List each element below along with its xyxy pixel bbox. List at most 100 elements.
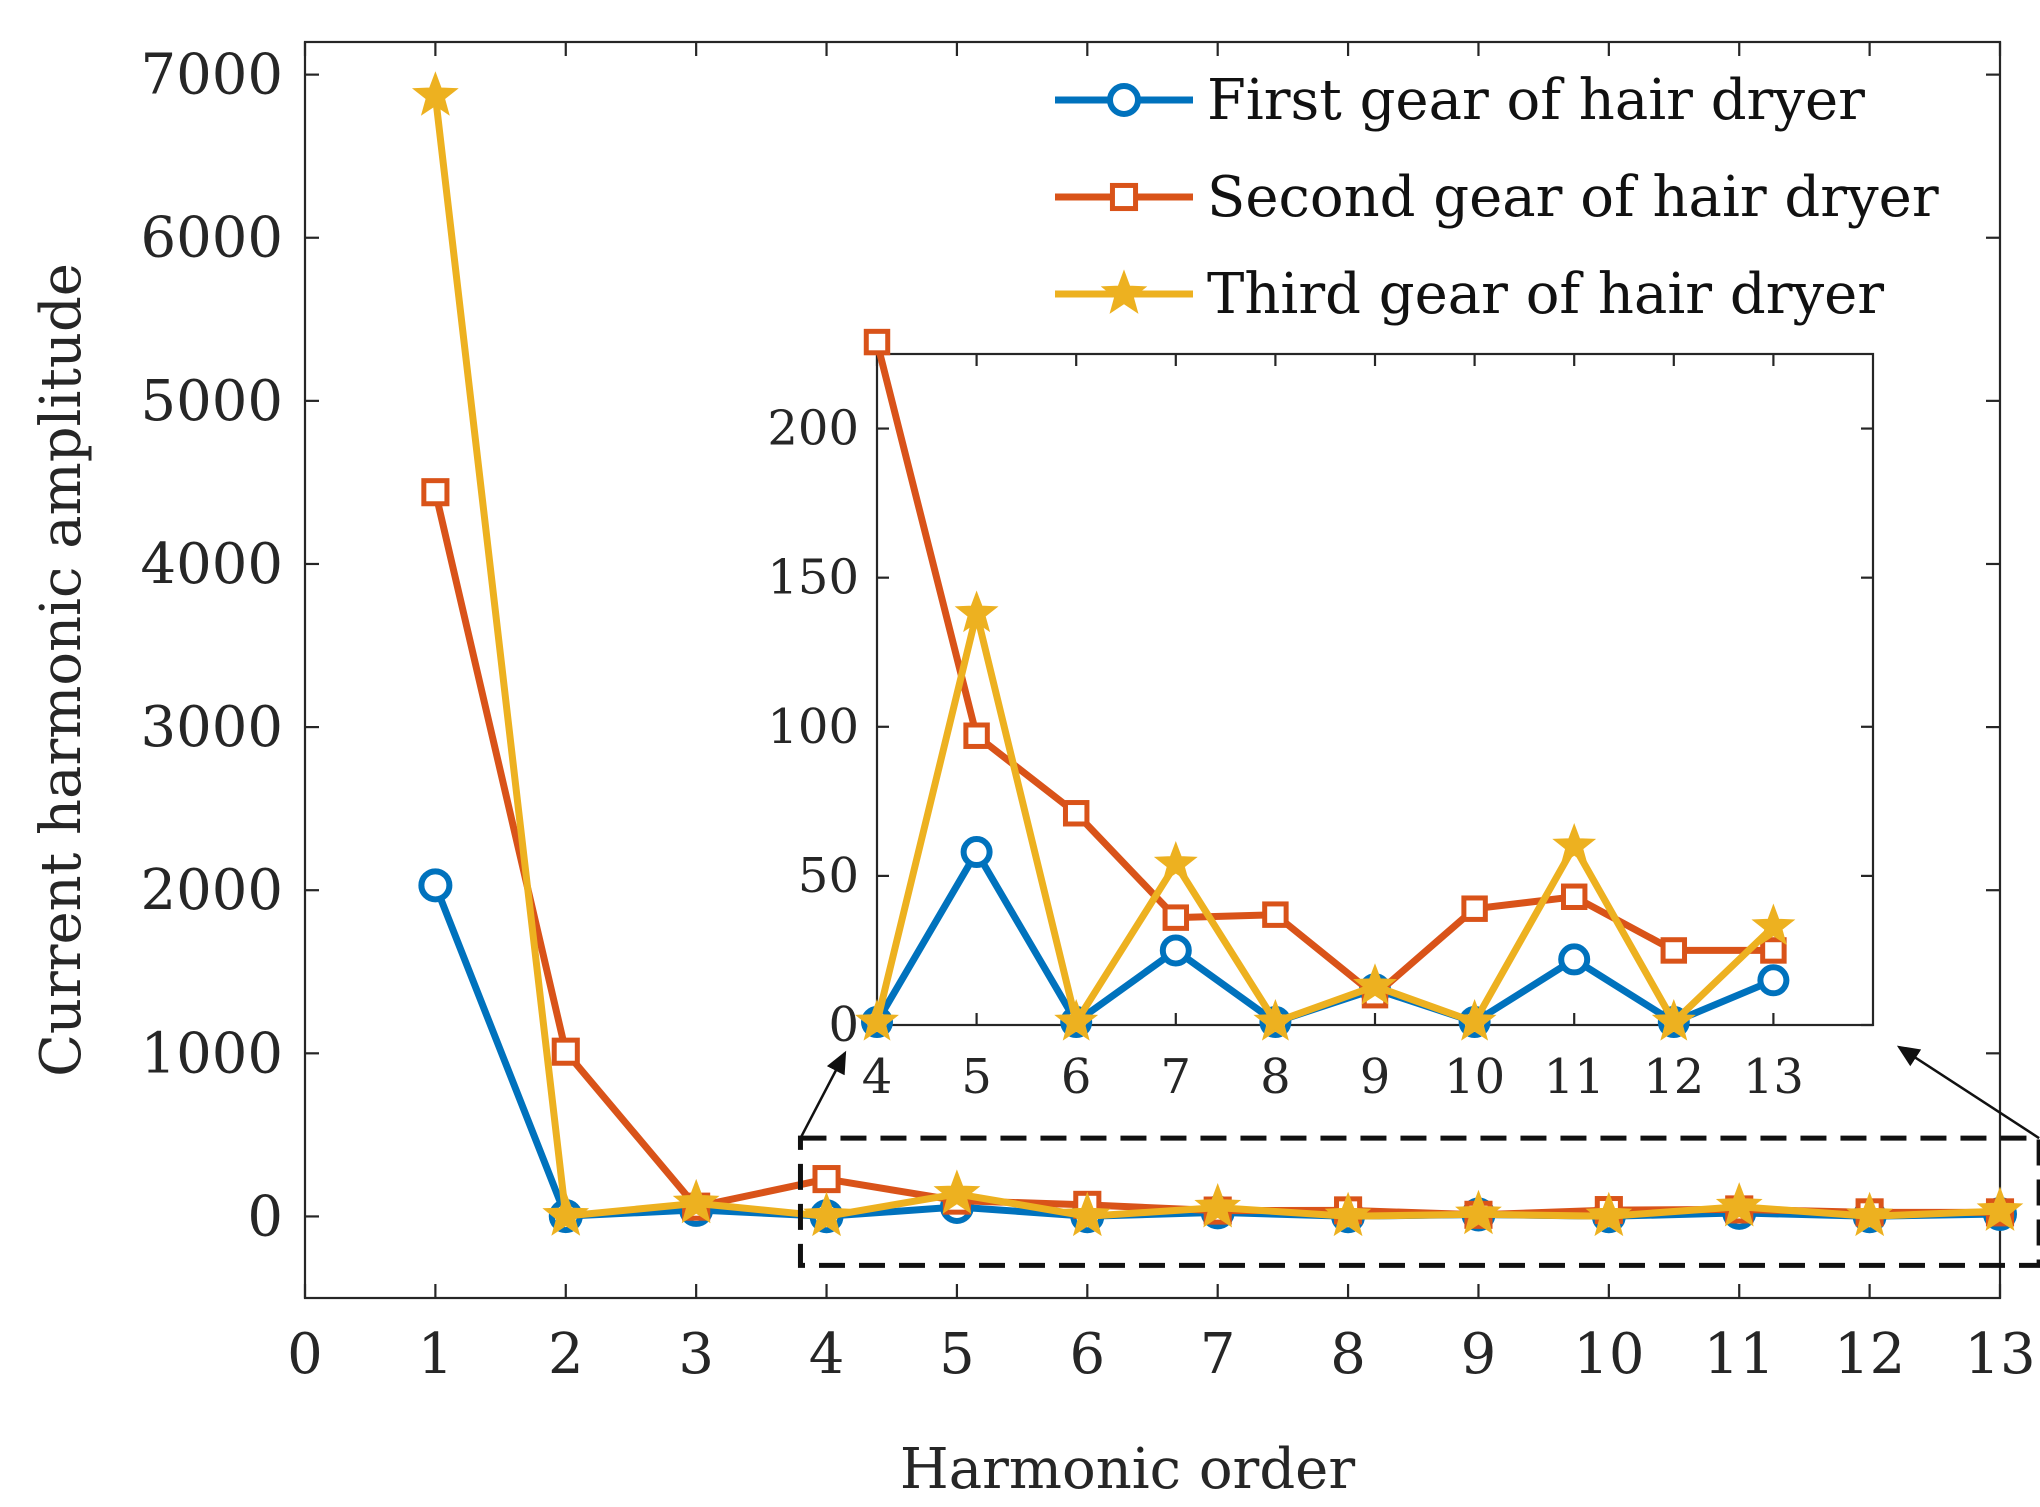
inset-data-point: [1153, 840, 1198, 883]
legend-marker: [1109, 182, 1139, 212]
inset-x-tick-label: 10: [1444, 1049, 1505, 1105]
data-point: [1976, 1186, 2024, 1231]
inset-data-point: [1751, 903, 1796, 946]
zoom-arrow-left: [799, 1050, 847, 1139]
x-tick-label: 0: [287, 1322, 323, 1387]
inset-data-point: [1560, 883, 1588, 910]
data-point: [812, 1165, 841, 1194]
inset-data-point: [1062, 800, 1090, 827]
data-point: [1846, 1191, 1894, 1237]
inset-data-point: [1353, 963, 1397, 1005]
inset-y-tick-label: 200: [767, 401, 859, 457]
inset-x-tick-label: 6: [1061, 1049, 1092, 1105]
inset-y-tick-label: 50: [798, 848, 859, 904]
inset-data-point: [1660, 937, 1688, 964]
inset-data-point: [1760, 937, 1787, 964]
data-point: [1715, 1182, 1763, 1227]
data-point: [1455, 1189, 1502, 1235]
inset-series-line: [873, 341, 1774, 999]
x-tick-label: 10: [1573, 1322, 1644, 1387]
inset-data-point: [1651, 999, 1696, 1041]
main-series-square: [421, 478, 2015, 1229]
legend-label: Third gear of hair dryer: [1207, 262, 1884, 327]
data-point: [672, 1178, 720, 1224]
inset-data-point: [963, 722, 990, 749]
x-tick-label: 12: [1834, 1322, 1905, 1387]
inset-series-line: [873, 848, 1775, 1026]
inset-data-point: [1162, 904, 1190, 931]
data-point: [542, 1191, 590, 1236]
data-point: [411, 71, 459, 116]
x-tick-label: 9: [1461, 1322, 1497, 1387]
inset-y-tick-label: 100: [767, 699, 859, 755]
inset-x-tick-label: 5: [961, 1049, 992, 1105]
legend-label: Second gear of hair dryer: [1207, 165, 1939, 230]
y-tick-label: 3000: [140, 695, 283, 760]
y-tick-label: 5000: [140, 369, 283, 434]
data-point: [418, 868, 453, 903]
inset-data-point: [960, 836, 993, 869]
legend: First gear of hair dryer Second gear of h…: [1055, 68, 1939, 327]
inset-data-point: [1159, 934, 1192, 967]
inset-x-tick-label: 7: [1161, 1049, 1192, 1105]
inset-x-tick-label: 9: [1360, 1049, 1391, 1105]
x-tick-label: 6: [1069, 1322, 1105, 1387]
x-tick-label: 5: [939, 1322, 975, 1387]
main-axes-box: [303, 40, 2002, 1300]
data-point: [551, 1037, 580, 1066]
inset-x-tick-label: 11: [1544, 1049, 1605, 1105]
legend-item-square: Second gear of hair dryer: [1055, 165, 1939, 230]
inset-data-point: [1757, 964, 1790, 997]
inset-data-point: [1461, 895, 1488, 922]
data-point: [1324, 1191, 1372, 1237]
x-tick-label: 4: [809, 1322, 845, 1387]
y-tick-label: 7000: [140, 43, 283, 108]
inset-data-point: [855, 999, 899, 1041]
zoom-arrow-right: [1896, 1045, 2040, 1140]
inset-series-star: [855, 590, 1796, 1041]
y-tick-label: 2000: [140, 858, 283, 923]
data-point: [1585, 1191, 1633, 1237]
series-line: [431, 491, 2000, 1219]
inset-plot: 4 5 6 7 8 9 10 11 12 13 0 50 100 150 200: [767, 328, 1875, 1105]
inset-x-tick-label: 4: [862, 1049, 893, 1105]
data-point: [1194, 1183, 1242, 1228]
inset-axes-box: [875, 352, 1875, 1027]
legend-item-circle: First gear of hair dryer: [1055, 68, 1865, 133]
inset-data-point: [1054, 999, 1099, 1041]
data-point: [933, 1169, 981, 1214]
x-tick-label: 8: [1330, 1322, 1366, 1387]
x-tick-label: 11: [1704, 1322, 1775, 1387]
y-tick-label: 0: [247, 1184, 283, 1249]
y-tick-label: 6000: [140, 206, 283, 271]
inset-y-tick-label: 0: [828, 997, 859, 1053]
inset-data-point: [1452, 999, 1497, 1041]
inset-y-tick-label: 150: [767, 550, 859, 606]
y-tick-label: 1000: [140, 1021, 283, 1086]
inset-x-tick-label: 12: [1643, 1049, 1704, 1105]
legend-label: First gear of hair dryer: [1207, 68, 1865, 133]
legend-marker: [1100, 269, 1148, 314]
inset-data-point: [1262, 901, 1289, 928]
data-point: [1063, 1191, 1111, 1237]
y-tick-label: 4000: [140, 532, 283, 597]
x-tick-label: 1: [418, 1322, 454, 1387]
inset-data-point: [1552, 823, 1597, 865]
inset-series-line: [873, 610, 1776, 1026]
legend-item-star: Third gear of hair dryer: [1055, 262, 1884, 327]
main-plot: 0 1 2 3 4 5 6 7 8 9 10 11 12 130100020003000400050006…: [29, 40, 2036, 1502]
x-axis-title: Harmonic order: [900, 1437, 1355, 1502]
legend-marker: [1107, 83, 1141, 117]
x-tick-label: 13: [1964, 1322, 2035, 1387]
x-tick-label: 3: [678, 1322, 714, 1387]
data-point: [803, 1191, 850, 1237]
inset-data-point: [863, 328, 891, 356]
inset-data-point: [954, 590, 999, 633]
x-tick-label: 7: [1200, 1322, 1236, 1387]
x-tick-label: 2: [548, 1322, 584, 1387]
inset-x-tick-label: 13: [1743, 1049, 1804, 1105]
y-axis-title: Current harmonic amplitude: [29, 263, 94, 1077]
zoom-region-box: [797, 1135, 2040, 1268]
data-point: [421, 478, 450, 507]
